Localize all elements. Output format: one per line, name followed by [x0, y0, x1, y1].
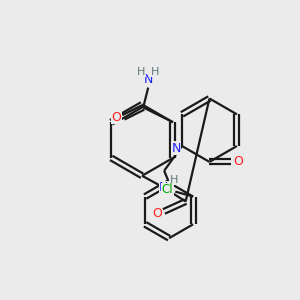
- Text: N: N: [159, 181, 169, 194]
- Text: N: N: [171, 142, 181, 154]
- Text: H: H: [169, 175, 178, 185]
- Text: O: O: [112, 111, 122, 124]
- Text: Cl: Cl: [162, 183, 173, 196]
- Text: O: O: [233, 155, 243, 168]
- Text: O: O: [152, 207, 162, 220]
- Text: N: N: [143, 73, 153, 86]
- Text: H: H: [151, 67, 159, 77]
- Text: H: H: [137, 67, 146, 77]
